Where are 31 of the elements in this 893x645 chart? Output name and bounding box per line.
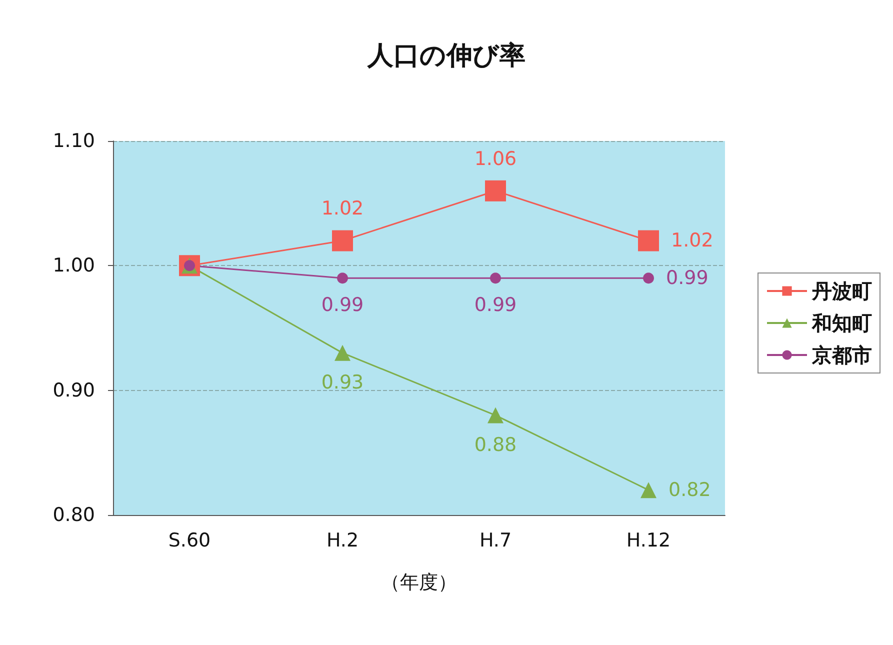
y-tick-label: 0.90	[52, 379, 95, 402]
x-tick-label: H.7	[479, 530, 512, 552]
data-label: 0.82	[668, 479, 711, 502]
y-tick-label: 1.10	[52, 130, 95, 152]
x-tick-label: H.12	[626, 530, 671, 552]
x-tick-label: S.60	[168, 530, 211, 552]
legend-label: 京都市	[811, 343, 872, 367]
point	[485, 180, 506, 202]
point	[332, 230, 353, 252]
data-label: 1.02	[321, 198, 364, 220]
y-tick-label: 0.80	[52, 504, 95, 526]
data-label: 0.99	[474, 294, 517, 316]
y-tick-label: 1.00	[52, 254, 95, 277]
data-label: 0.99	[321, 294, 364, 316]
data-label: 0.99	[666, 267, 708, 290]
x-axis-title: （年度）	[381, 572, 457, 594]
point	[638, 230, 659, 252]
legend-label: 丹波町	[811, 279, 872, 303]
point	[643, 272, 654, 284]
data-label: 1.02	[671, 230, 714, 252]
data-label: 0.93	[321, 371, 364, 394]
data-label: 1.06	[474, 148, 517, 170]
x-tick-label: H.2	[326, 530, 359, 552]
legend-label: 和知町	[811, 311, 872, 335]
chart-title: 人口の伸び率	[366, 41, 526, 71]
point	[337, 272, 348, 284]
point	[490, 272, 501, 284]
point	[334, 344, 350, 361]
point	[488, 407, 504, 424]
point	[640, 482, 656, 498]
data-label: 0.88	[474, 434, 517, 456]
